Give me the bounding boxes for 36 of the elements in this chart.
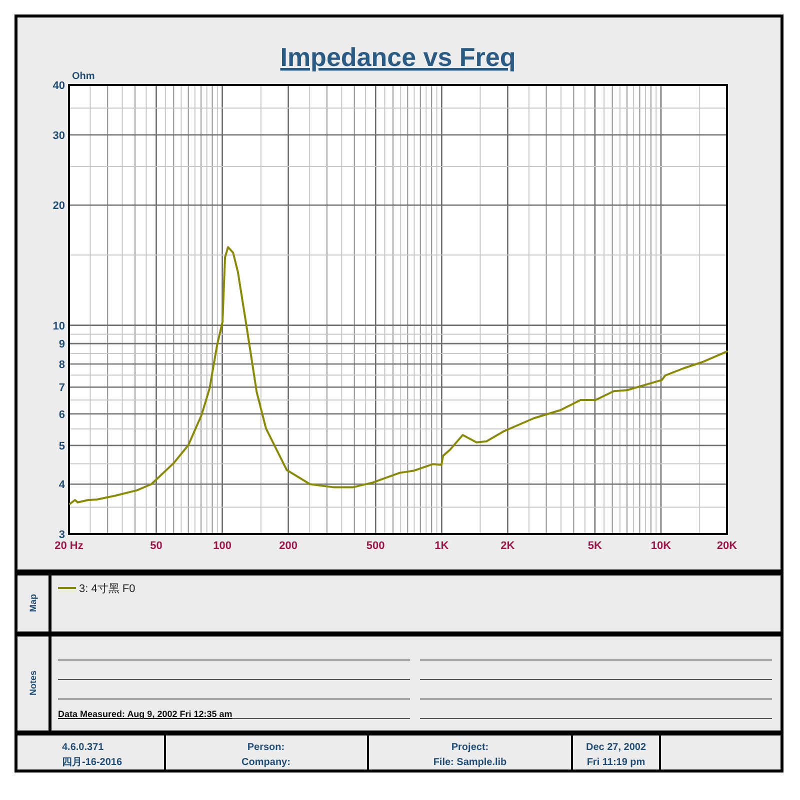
ytick: 6	[58, 408, 65, 421]
ytick: 30	[52, 130, 65, 142]
xtick: 500	[366, 540, 385, 552]
ytick: 40	[52, 80, 65, 92]
annotation: Fri 11:19 pm	[586, 757, 646, 768]
annotation: File: Sample.lib	[433, 757, 507, 768]
xtick: 20K	[716, 540, 738, 552]
annotation: Project:	[451, 742, 489, 753]
annotation: Company:	[242, 757, 290, 768]
ytick: 20	[52, 200, 65, 212]
ytick: 4	[58, 479, 65, 492]
ytick: 5	[58, 440, 65, 452]
ytick: 3	[58, 529, 65, 541]
ytick: 10	[52, 320, 65, 332]
xtick: 200	[279, 540, 298, 552]
annotation: Notes	[28, 670, 38, 696]
xtick: 5K	[588, 540, 602, 552]
annotation: 4.6.0.371	[62, 742, 104, 753]
annotation: Data Measured: Aug 9, 2002 Fri 12:35 am	[58, 709, 232, 719]
ylabel: Ohm	[72, 71, 95, 82]
xtick: 1K	[434, 540, 449, 552]
annotation: Map	[28, 594, 38, 612]
xtick: 2K	[500, 540, 515, 552]
legend: 3: 4寸黑 F0	[58, 583, 136, 595]
xtick: 100	[213, 540, 232, 552]
annotation: Person:	[247, 742, 285, 753]
ytick: 9	[58, 338, 65, 351]
annotation: 四月-16-2016	[62, 757, 122, 768]
xtick: 50	[150, 540, 162, 552]
ytick: 7	[58, 382, 65, 394]
title: Impedance vs Freq	[280, 42, 516, 72]
legend-label: 3: 4寸黑 F0	[79, 582, 136, 595]
ytick: 8	[58, 358, 65, 371]
xtick: 20 Hz	[54, 540, 84, 552]
annotation: Dec 27, 2002	[586, 742, 646, 753]
xtick: 10K	[650, 540, 672, 552]
